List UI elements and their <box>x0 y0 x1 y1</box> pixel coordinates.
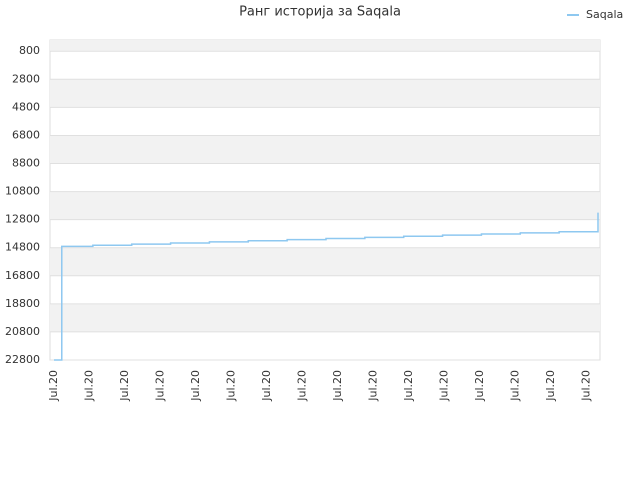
data-line <box>54 212 599 361</box>
x-tick-label: Jul.20 <box>83 370 96 402</box>
x-tick-label: Jul.20 <box>438 370 451 402</box>
x-tick-label: Jul.20 <box>509 370 522 402</box>
y-tick-label: 14800 <box>5 241 40 254</box>
x-tick-label: Jul.20 <box>189 370 202 402</box>
y-tick-label: 2800 <box>12 72 40 85</box>
y-tick-label: 18800 <box>5 297 40 310</box>
y-tick-label: 10800 <box>5 185 40 198</box>
x-tick-label: Jul.20 <box>260 370 273 402</box>
x-tick-label: Jul.20 <box>580 370 593 402</box>
x-tick-label: Jul.20 <box>118 370 131 402</box>
y-tick-label: 800 <box>19 44 40 57</box>
x-tick-label: Jul.20 <box>296 370 309 402</box>
grid-band <box>50 303 600 332</box>
x-tick-label: Jul.20 <box>225 370 238 402</box>
y-tick-label: 20800 <box>5 325 40 338</box>
grid-band <box>50 191 600 220</box>
chart-title: Ранг историја за Saqala <box>239 5 401 20</box>
x-tick-label: Jul.20 <box>544 370 557 402</box>
legend-label: Saqala <box>586 8 623 21</box>
y-tick-label: 6800 <box>12 128 40 141</box>
x-tick-label: Jul.20 <box>473 370 486 402</box>
x-tick-label: Jul.20 <box>367 370 380 402</box>
y-tick-label: 12800 <box>5 213 40 226</box>
x-tick-label: Jul.20 <box>402 370 415 402</box>
x-tick-label: Jul.20 <box>331 370 344 402</box>
y-tick-label: 4800 <box>12 100 40 113</box>
x-tick-label: Jul.20 <box>47 370 60 402</box>
grid-band <box>50 135 600 164</box>
grid-band <box>50 40 600 52</box>
y-tick-label: 16800 <box>5 269 40 282</box>
grid-band <box>50 79 600 108</box>
x-tick-label: Jul.20 <box>154 370 167 402</box>
y-tick-label: 22800 <box>5 353 40 366</box>
grid-band <box>50 247 600 276</box>
y-tick-label: 8800 <box>12 157 40 170</box>
